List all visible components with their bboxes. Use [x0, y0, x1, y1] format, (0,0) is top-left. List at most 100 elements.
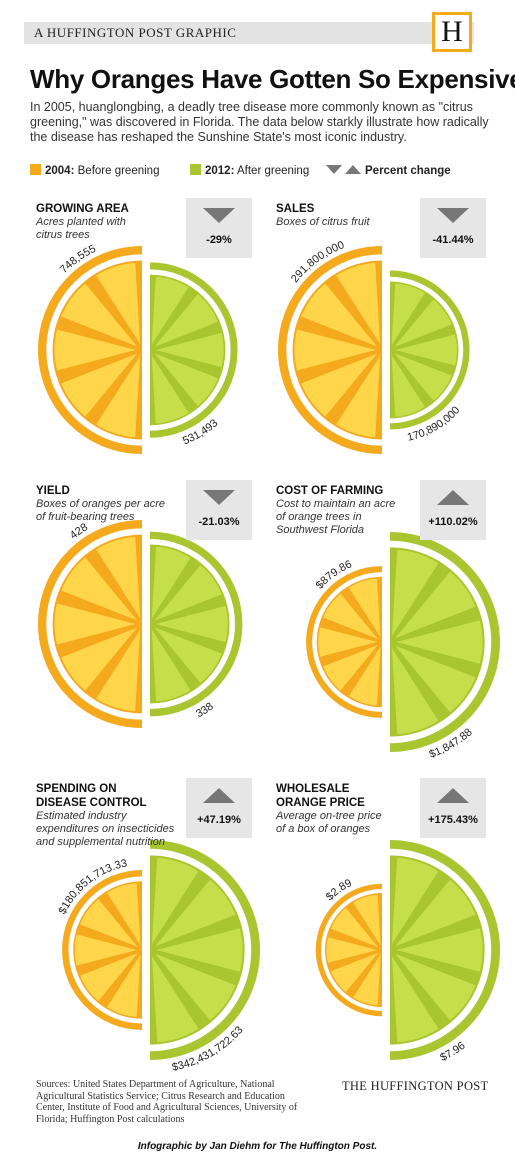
change-box: -21.03%	[186, 480, 252, 540]
lime-segment	[390, 644, 440, 736]
panel-title: COST OF FARMING	[276, 485, 384, 497]
lime-segment	[390, 856, 440, 948]
orange-segment	[59, 625, 141, 692]
fruit-chart: $180,851,713.33$342,431,722.63	[57, 840, 260, 1074]
lime-half	[150, 262, 238, 438]
huffington-logo: H	[432, 12, 472, 52]
orange-segment	[329, 906, 382, 950]
legend-orange-swatch	[30, 164, 41, 175]
lime-half	[390, 840, 500, 1060]
down-triangle-icon	[203, 208, 235, 223]
lime-segment	[391, 333, 458, 367]
orange-segment	[59, 556, 141, 623]
lime-segment	[151, 951, 237, 1022]
fruit-chart: $879.86$1,847.88	[306, 532, 500, 761]
orange-segment	[73, 933, 141, 967]
legend-before-text: Before greening	[77, 165, 160, 177]
panel-cost-of-farming: $879.86 $1,847.88 COST OF FARMING Cost to…	[276, 480, 500, 761]
panel-title: SALES	[276, 203, 315, 215]
lime-segment	[150, 275, 190, 349]
page-title: Why Oranges Have Gotten So Expensive	[30, 64, 515, 94]
orange-half	[38, 246, 142, 454]
panel-title: SPENDING ON DISEASE CONTROL	[36, 783, 147, 809]
orange-segment	[59, 282, 141, 349]
lime-segment	[391, 643, 477, 714]
orange-segment	[299, 282, 381, 349]
orange-half	[38, 520, 143, 728]
lime-segment	[151, 331, 225, 369]
panel-title: WHOLESALE ORANGE PRICE	[276, 783, 365, 809]
lime-segment	[151, 604, 229, 644]
brand-name: THE HUFFINGTON POST	[342, 1079, 489, 1093]
lime-segment	[151, 878, 237, 949]
fruit-chart: $2.89$7.96	[315, 840, 500, 1064]
orange-segment	[321, 642, 382, 692]
panel-subtitle: Cost to maintain an acre of orange trees…	[276, 498, 396, 536]
orange-segment	[293, 328, 380, 372]
lime-half	[390, 270, 470, 430]
orange-segment	[351, 893, 382, 950]
up-triangle-icon	[437, 788, 469, 803]
orange-segment	[94, 626, 142, 713]
down-triangle-icon	[203, 490, 235, 505]
panel-yield: 428 338 YIELD Boxes of oranges per acre o…	[36, 480, 256, 754]
lime-segment	[152, 927, 244, 973]
lime-segment	[150, 351, 190, 425]
orange-segment	[94, 352, 142, 439]
panel-title: YIELD	[36, 485, 70, 497]
lime-segment	[151, 625, 224, 685]
lime-segment	[150, 952, 200, 1044]
legend-lime-swatch	[190, 164, 201, 175]
legend-after-year: 2012:	[205, 165, 235, 177]
percent-change: -29%	[206, 234, 232, 246]
percent-change: -41.44%	[432, 234, 474, 246]
orange-segment	[59, 351, 141, 418]
change-box: +175.43%	[420, 778, 486, 838]
legend-before: 2004: Before greening	[30, 164, 159, 177]
orange-half	[306, 566, 382, 718]
orange-segment	[347, 642, 382, 707]
percent-change: +47.19%	[197, 814, 241, 826]
percent-change: +110.02%	[428, 516, 478, 528]
up-triangle-icon	[203, 788, 235, 803]
change-box: -41.44%	[420, 198, 486, 258]
legend-change: Percent change	[326, 164, 451, 177]
orange-segment	[334, 352, 382, 439]
orange-segment	[105, 951, 142, 1018]
legend-before-year: 2004:	[45, 165, 75, 177]
panel-subtitle: Estimated industry expenditures on insec…	[36, 810, 175, 848]
percent-change: -21.03%	[198, 516, 240, 528]
panel-sales: 291,800,000 170,890,000 SALES Boxes of ci…	[276, 198, 496, 454]
banner-text: A HUFFINGTON POST GRAPHIC	[34, 25, 237, 40]
lime-segment	[150, 625, 192, 703]
orange-half	[62, 870, 142, 1030]
lime-segment	[391, 878, 477, 949]
orange-segment	[78, 950, 142, 1003]
banner: A HUFFINGTON POST GRAPHIC	[24, 22, 474, 44]
orange-segment	[351, 950, 382, 1007]
orange-segment	[325, 935, 382, 965]
change-box: +47.19%	[186, 778, 252, 838]
orange-segment	[299, 351, 381, 418]
lime-segment	[151, 292, 220, 350]
lime-segment	[391, 570, 477, 641]
orange-segment	[78, 897, 142, 950]
lime-segment	[151, 563, 224, 623]
orange-segment	[53, 328, 140, 372]
lime-half	[150, 531, 243, 717]
legend-after: 2012: After greening	[190, 164, 309, 177]
legend-after-text: After greening	[236, 165, 310, 177]
lime-value-label: 338	[194, 701, 216, 721]
lime-segment	[390, 952, 440, 1044]
orange-half	[315, 883, 382, 1017]
orange-segment	[329, 950, 382, 994]
legend-change-text: Percent change	[365, 165, 451, 177]
change-box: -29%	[186, 198, 252, 258]
up-triangle-icon	[437, 490, 469, 505]
percent-change: +175.43%	[428, 814, 478, 826]
orange-segment	[94, 535, 142, 622]
lime-segment	[390, 548, 440, 640]
